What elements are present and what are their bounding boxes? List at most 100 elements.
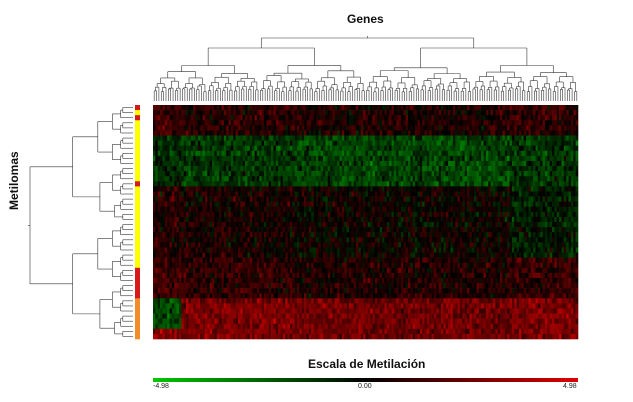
heatmap-cell bbox=[275, 186, 279, 192]
heatmap-cell bbox=[282, 105, 286, 111]
heatmap-cell bbox=[408, 135, 411, 141]
heatmap-cell bbox=[415, 181, 418, 187]
heatmap-cell bbox=[537, 166, 541, 172]
heatmap-cell bbox=[304, 155, 307, 162]
heatmap-cell bbox=[204, 140, 208, 146]
heatmap-cell bbox=[306, 140, 310, 146]
heatmap-cell bbox=[266, 140, 269, 146]
heatmap-cell bbox=[294, 135, 298, 141]
heatmap-cell bbox=[278, 222, 281, 228]
heatmap-cell bbox=[280, 222, 284, 228]
heatmap-cell bbox=[275, 130, 279, 136]
heatmap-cell bbox=[556, 140, 560, 146]
heatmap-cell bbox=[518, 145, 522, 152]
heatmap-cell bbox=[367, 171, 371, 177]
heatmap-cell bbox=[488, 120, 491, 126]
heatmap-cell bbox=[526, 186, 529, 192]
heatmap-cell bbox=[566, 191, 569, 197]
heatmap-cell bbox=[160, 186, 163, 192]
heatmap-cell bbox=[490, 125, 494, 131]
heatmap-cell bbox=[299, 201, 303, 208]
heatmap-cell bbox=[171, 222, 175, 228]
heatmap-cell bbox=[464, 176, 468, 182]
heatmap-cell bbox=[242, 105, 246, 111]
heatmap-cell bbox=[273, 115, 277, 121]
heatmap-cell bbox=[221, 135, 225, 141]
heatmap-cell bbox=[507, 196, 510, 202]
heatmap-cell bbox=[459, 206, 463, 213]
heatmap-cell bbox=[389, 201, 392, 208]
heatmap-cell bbox=[386, 140, 390, 146]
row-group-marker bbox=[135, 186, 140, 192]
heatmap-cell bbox=[287, 155, 291, 162]
heatmap-cell bbox=[523, 110, 527, 116]
heatmap-cell bbox=[348, 206, 352, 213]
heatmap-cell bbox=[280, 166, 284, 172]
heatmap-cell bbox=[169, 222, 173, 228]
heatmap-cell bbox=[287, 120, 291, 126]
heatmap-cell bbox=[422, 150, 425, 157]
heatmap-cell bbox=[315, 140, 319, 146]
heatmap-cell bbox=[419, 166, 423, 172]
heatmap-cell bbox=[162, 191, 166, 197]
heatmap-cell bbox=[457, 181, 461, 187]
heatmap-cell bbox=[320, 176, 324, 182]
heatmap-cell bbox=[433, 120, 437, 126]
heatmap-cell bbox=[318, 155, 321, 162]
heatmap-cell bbox=[500, 186, 503, 192]
heatmap-cell bbox=[169, 155, 173, 162]
heatmap-cell bbox=[367, 181, 371, 187]
heatmap-cell bbox=[186, 181, 189, 187]
heatmap-cell bbox=[400, 125, 404, 131]
heatmap-cell bbox=[209, 222, 213, 228]
heatmap-cell bbox=[478, 120, 482, 126]
heatmap-cell bbox=[382, 135, 385, 141]
heatmap-cell bbox=[549, 125, 553, 131]
heatmap-cell bbox=[568, 191, 572, 197]
heatmap-cell bbox=[509, 105, 513, 111]
heatmap-cell bbox=[294, 110, 298, 116]
heatmap-cell bbox=[252, 216, 255, 223]
heatmap-cell bbox=[315, 211, 319, 218]
heatmap-cell bbox=[323, 181, 326, 187]
heatmap-cell bbox=[403, 176, 406, 182]
heatmap-cell bbox=[537, 140, 541, 146]
heatmap-cell bbox=[575, 160, 579, 167]
heatmap-cell bbox=[471, 171, 475, 177]
heatmap-cell bbox=[202, 196, 206, 202]
heatmap-cell bbox=[223, 155, 227, 162]
heatmap-cell bbox=[358, 211, 362, 218]
heatmap-cell bbox=[289, 145, 293, 152]
heatmap-cell bbox=[275, 135, 279, 141]
heatmap-cell bbox=[408, 211, 411, 218]
heatmap-cell bbox=[287, 222, 291, 228]
heatmap-cell bbox=[471, 145, 475, 152]
heatmap-cell bbox=[297, 150, 300, 157]
heatmap-cell bbox=[405, 150, 409, 157]
heatmap-cell bbox=[566, 196, 569, 202]
heatmap-cell bbox=[174, 186, 177, 192]
heatmap-cell bbox=[360, 211, 364, 218]
heatmap-cell bbox=[389, 186, 392, 192]
heatmap-cell bbox=[396, 160, 399, 167]
heatmap-cell bbox=[540, 115, 543, 121]
heatmap-cell bbox=[429, 110, 432, 116]
heatmap-cell bbox=[403, 181, 406, 187]
heatmap-cell bbox=[552, 105, 555, 111]
heatmap-cell bbox=[507, 130, 510, 136]
heatmap-cell bbox=[384, 181, 388, 187]
heatmap-cell bbox=[337, 181, 340, 187]
heatmap-cell bbox=[186, 145, 189, 152]
heatmap-cell bbox=[568, 125, 572, 131]
heatmap-cell bbox=[275, 110, 279, 116]
heatmap-cell bbox=[419, 130, 423, 136]
heatmap-cell bbox=[233, 125, 236, 131]
heatmap-cell bbox=[216, 110, 220, 116]
heatmap-cell bbox=[389, 110, 392, 116]
heatmap-cell bbox=[193, 176, 196, 182]
heatmap-cell bbox=[252, 222, 255, 228]
heatmap-cell bbox=[346, 176, 350, 182]
heatmap-cell bbox=[351, 216, 354, 223]
heatmap-cell bbox=[325, 206, 329, 213]
